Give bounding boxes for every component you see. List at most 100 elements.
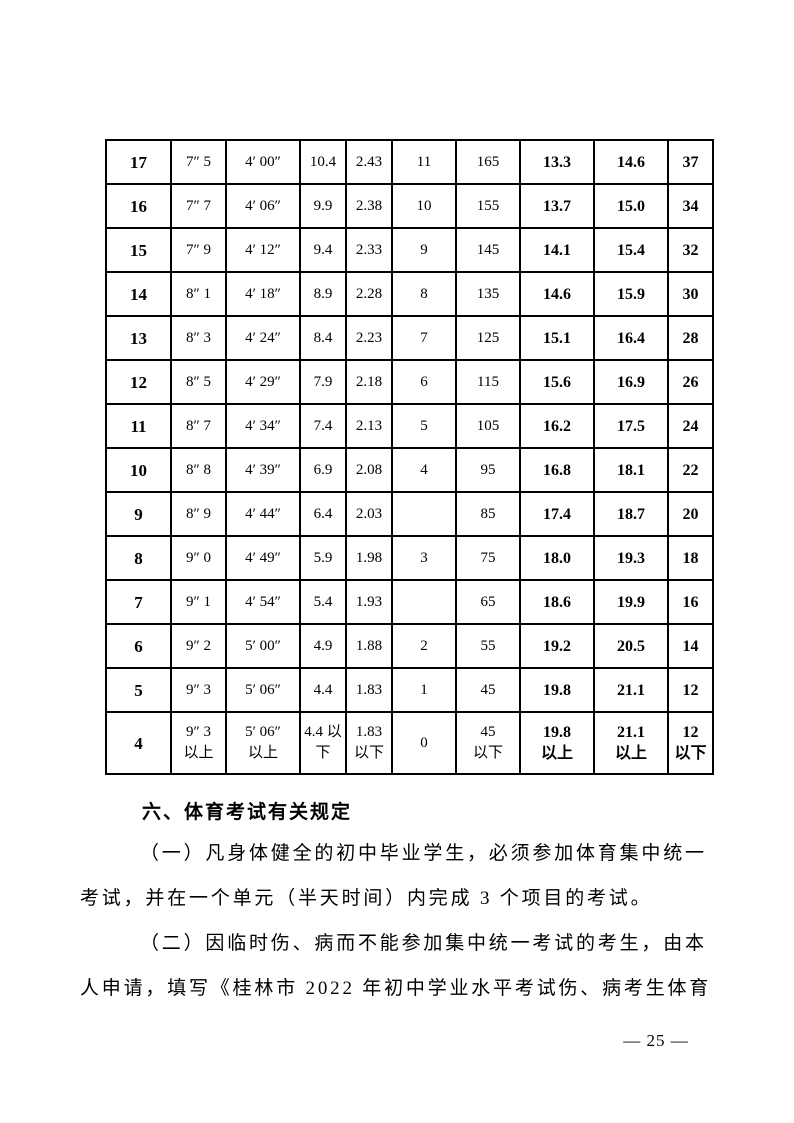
table-cell: 19.8 以上 (519, 711, 595, 775)
table-cell: 7″ 5 (170, 139, 227, 185)
table-cell: 13.7 (519, 183, 595, 229)
table-cell: 4.4 (299, 667, 347, 713)
table-cell: 18.1 (593, 447, 669, 493)
table-cell: 2.18 (345, 359, 393, 405)
score-cell: 5 (105, 667, 172, 713)
table-cell: 19.8 (519, 667, 595, 713)
table-cell: 1.83 (345, 667, 393, 713)
table-cell: 17.5 (593, 403, 669, 449)
table-cell: 14.1 (519, 227, 595, 273)
table-row: 9 8″ 9 4′ 44″ 6.4 2.03 85 17.4 18.7 20 (105, 491, 714, 537)
table-cell: 1 (391, 667, 457, 713)
table-cell: 9″ 3 以上 (170, 711, 227, 775)
table-cell: 105 (455, 403, 521, 449)
score-cell: 14 (105, 271, 172, 317)
table-cell: 17.4 (519, 491, 595, 537)
score-cell: 13 (105, 315, 172, 361)
table-row: 15 7″ 9 4′ 12″ 9.4 2.33 9 145 14.1 15.4 32 (105, 227, 714, 273)
table-cell: 0 (391, 711, 457, 775)
table-cell: 7″ 9 (170, 227, 227, 273)
table-cell: 8.9 (299, 271, 347, 317)
table-cell: 2 (391, 623, 457, 669)
table-cell: 9 (391, 227, 457, 273)
table-cell (391, 491, 457, 537)
table-cell: 8″ 5 (170, 359, 227, 405)
table-cell: 2.38 (345, 183, 393, 229)
table-cell: 16.2 (519, 403, 595, 449)
table-cell: 5.4 (299, 579, 347, 625)
table-cell: 9.4 (299, 227, 347, 273)
table-cell: 32 (667, 227, 714, 273)
table-row: 17 7″ 5 4′ 00″ 10.4 2.43 11 165 13.3 14.6 37 (105, 139, 714, 185)
table-cell: 1.93 (345, 579, 393, 625)
table-cell: 18.0 (519, 535, 595, 581)
table-cell: 19.3 (593, 535, 669, 581)
score-cell: 16 (105, 183, 172, 229)
table-row: 8 9″ 0 4′ 49″ 5.9 1.98 3 75 18.0 19.3 18 (105, 535, 714, 581)
table-cell: 2.08 (345, 447, 393, 493)
table-cell: 8 (391, 271, 457, 317)
table-cell: 22 (667, 447, 714, 493)
table-cell: 28 (667, 315, 714, 361)
table-cell: 8″ 3 (170, 315, 227, 361)
table-cell: 8″ 1 (170, 271, 227, 317)
table-cell: 24 (667, 403, 714, 449)
table-cell: 6 (391, 359, 457, 405)
table-cell: 65 (455, 579, 521, 625)
table-cell: 2.33 (345, 227, 393, 273)
table-row: 7 9″ 1 4′ 54″ 5.4 1.93 65 18.6 19.9 16 (105, 579, 714, 625)
table-cell: 16.4 (593, 315, 669, 361)
score-cell: 8 (105, 535, 172, 581)
table-cell: 19.9 (593, 579, 669, 625)
table-cell: 12 以下 (667, 711, 714, 775)
table-row: 4 9″ 3 以上 5′ 06″ 以上 4.4 以 下 1.83 以下 0 45 以下 19.… (105, 711, 714, 775)
score-cell: 11 (105, 403, 172, 449)
table-cell: 2.28 (345, 271, 393, 317)
table-cell: 1.88 (345, 623, 393, 669)
table-cell: 20 (667, 491, 714, 537)
score-cell: 17 (105, 139, 172, 185)
table-cell: 4.9 (299, 623, 347, 669)
table-cell: 4′ 12″ (225, 227, 301, 273)
table-cell: 7.9 (299, 359, 347, 405)
table-cell: 5 (391, 403, 457, 449)
table-cell: 15.9 (593, 271, 669, 317)
table-cell: 85 (455, 491, 521, 537)
table-cell: 4′ 54″ (225, 579, 301, 625)
table-cell: 8″ 8 (170, 447, 227, 493)
table-cell: 37 (667, 139, 714, 185)
table-cell: 15.4 (593, 227, 669, 273)
table-row: 14 8″ 1 4′ 18″ 8.9 2.28 8 135 14.6 15.9 30 (105, 271, 714, 317)
table-row: 16 7″ 7 4′ 06″ 9.9 2.38 10 155 13.7 15.0 34 (105, 183, 714, 229)
table-cell: 14.6 (593, 139, 669, 185)
table-cell: 4′ 44″ (225, 491, 301, 537)
score-cell: 9 (105, 491, 172, 537)
table-cell: 9″ 0 (170, 535, 227, 581)
table-cell: 9″ 2 (170, 623, 227, 669)
table-cell: 155 (455, 183, 521, 229)
table-cell: 8″ 7 (170, 403, 227, 449)
table-row: 5 9″ 3 5′ 06″ 4.4 1.83 1 45 19.8 21.1 12 (105, 667, 714, 713)
table-cell: 9″ 1 (170, 579, 227, 625)
table-row: 13 8″ 3 4′ 24″ 8.4 2.23 7 125 15.1 16.4 28 (105, 315, 714, 361)
table-cell: 18.6 (519, 579, 595, 625)
table-cell: 26 (667, 359, 714, 405)
table-row: 6 9″ 2 5′ 00″ 4.9 1.88 2 55 19.2 20.5 14 (105, 623, 714, 669)
table-cell: 21.1 (593, 667, 669, 713)
score-cell: 7 (105, 579, 172, 625)
table-cell: 9″ 3 (170, 667, 227, 713)
table-cell: 13.3 (519, 139, 595, 185)
table-cell: 5′ 06″ (225, 667, 301, 713)
table-cell: 6.4 (299, 491, 347, 537)
table-cell: 7.4 (299, 403, 347, 449)
table-cell: 45 (455, 667, 521, 713)
table-cell: 9.9 (299, 183, 347, 229)
table-cell: 12 (667, 667, 714, 713)
table-cell: 7″ 7 (170, 183, 227, 229)
score-cell: 15 (105, 227, 172, 273)
table-cell: 6.9 (299, 447, 347, 493)
section-heading: 六、体育考试有关规定 (142, 802, 353, 823)
table-cell: 14 (667, 623, 714, 669)
table-cell: 3 (391, 535, 457, 581)
table-cell: 75 (455, 535, 521, 581)
